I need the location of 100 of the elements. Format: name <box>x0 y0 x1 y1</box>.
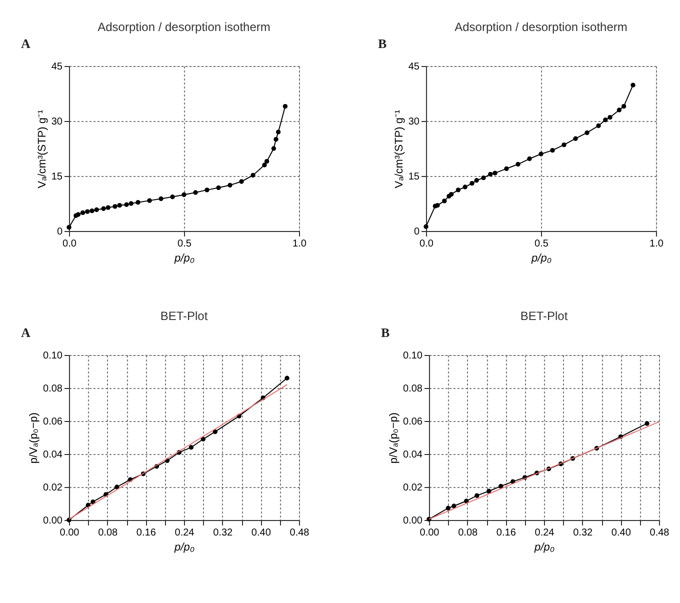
y-tick-label: 0.02 <box>43 482 63 494</box>
y-tick-label: 0.08 <box>43 384 63 394</box>
point <box>616 108 622 112</box>
x-tick-label: 0.40 <box>611 528 632 538</box>
chart-title: BET-Plot <box>160 309 208 323</box>
point <box>516 162 520 167</box>
x-axis-title: p/p₀ <box>174 542 195 554</box>
point <box>76 212 81 217</box>
point <box>498 484 504 489</box>
y-axis-title: Vₐ/cm³(STP) g⁻¹ <box>36 109 48 188</box>
y-tick-label: 30 <box>408 116 420 128</box>
point <box>608 114 612 120</box>
x-tick-label: 0.40 <box>251 528 272 538</box>
point <box>621 104 626 109</box>
point <box>481 175 486 180</box>
x-axis-title: p/p₀ <box>534 542 555 554</box>
point <box>446 506 451 510</box>
point <box>492 170 498 176</box>
point <box>128 201 134 206</box>
point <box>486 488 492 494</box>
point <box>147 198 152 203</box>
y-axis-title: p/Vₐ(p₀−p) <box>28 412 40 464</box>
point <box>170 194 175 200</box>
x-tick-label: 1.0 <box>650 238 664 250</box>
y-tick-label: 0.06 <box>43 416 63 428</box>
point <box>193 190 198 195</box>
point <box>117 202 122 208</box>
chart-title: Adsorption / desorption isotherm <box>98 20 270 34</box>
y-tick-label: 0.00 <box>403 516 423 526</box>
x-axis-title: p/p₀ <box>174 252 195 264</box>
y-tick-label: 0 <box>56 226 63 238</box>
point <box>85 209 90 214</box>
point <box>603 118 608 122</box>
point <box>596 123 601 128</box>
y-tick-label: 0.06 <box>403 416 423 428</box>
x-axis-title: p/p₀ <box>530 252 552 264</box>
point <box>101 206 106 211</box>
x-tick-label: 0.32 <box>213 528 233 538</box>
point <box>274 136 278 142</box>
point <box>562 142 566 148</box>
x-tick-label: 0.00 <box>420 528 440 538</box>
point <box>188 445 194 450</box>
y-tick-label: 15 <box>408 172 420 182</box>
x-tick-label: 0.5 <box>178 238 192 250</box>
point <box>204 188 210 192</box>
y-tick-label: 45 <box>51 62 63 72</box>
x-tick-label: 0.16 <box>496 528 516 538</box>
point <box>264 158 270 164</box>
text: A <box>21 36 31 51</box>
point <box>90 500 96 504</box>
y-tick-label: 0.04 <box>403 450 423 460</box>
x-tick-label: 0.48 <box>290 528 310 538</box>
y-tick-label: 0.00 <box>43 516 63 526</box>
point <box>462 184 468 190</box>
point <box>250 172 256 178</box>
point <box>474 493 480 498</box>
point <box>158 196 164 202</box>
y-tick-label: 0.02 <box>403 482 423 494</box>
y-tick-label: 15 <box>51 172 63 182</box>
point <box>136 200 140 205</box>
point <box>212 429 218 434</box>
y-tick-label: 0.10 <box>43 350 63 362</box>
point <box>66 224 72 230</box>
x-tick-label: 0.32 <box>573 528 593 538</box>
x-tick-label: 0.08 <box>98 528 118 538</box>
point <box>90 208 94 214</box>
y-tick-label: 30 <box>51 116 63 128</box>
point <box>527 156 532 162</box>
x-tick-label: 0.0 <box>62 238 77 250</box>
point <box>182 192 186 198</box>
chart-title: Adsorption / desorption isotherm <box>454 20 628 34</box>
point <box>80 210 86 216</box>
x-tick-label: 0.48 <box>650 528 670 538</box>
point <box>94 207 99 212</box>
x-tick-label: 0.16 <box>136 528 156 538</box>
x-tick-label: 0.24 <box>534 528 555 538</box>
point <box>284 376 290 380</box>
point <box>112 204 118 209</box>
point <box>538 152 544 156</box>
point <box>573 136 578 141</box>
point <box>282 104 288 109</box>
point <box>630 82 636 88</box>
x-tick-label: 0.5 <box>534 238 549 250</box>
point <box>442 198 447 204</box>
point <box>456 188 461 192</box>
point <box>448 192 454 197</box>
point <box>200 436 206 442</box>
chart-title: BET-Plot <box>520 309 568 323</box>
x-tick-label: 0.08 <box>458 528 478 538</box>
y-axis-title: Vₐ/cm³(STP) g⁻¹ <box>393 109 406 188</box>
y-tick-label: 0.10 <box>403 350 423 362</box>
point <box>424 224 428 229</box>
x-tick-label: 1.0 <box>292 238 307 250</box>
point <box>550 148 555 153</box>
point <box>452 504 456 508</box>
text: B <box>378 36 387 51</box>
x-tick-label: 0.00 <box>60 528 80 538</box>
y-axis-title: p/Vₐ(p₀−p) <box>388 412 400 464</box>
point <box>435 202 440 208</box>
point <box>644 421 650 426</box>
